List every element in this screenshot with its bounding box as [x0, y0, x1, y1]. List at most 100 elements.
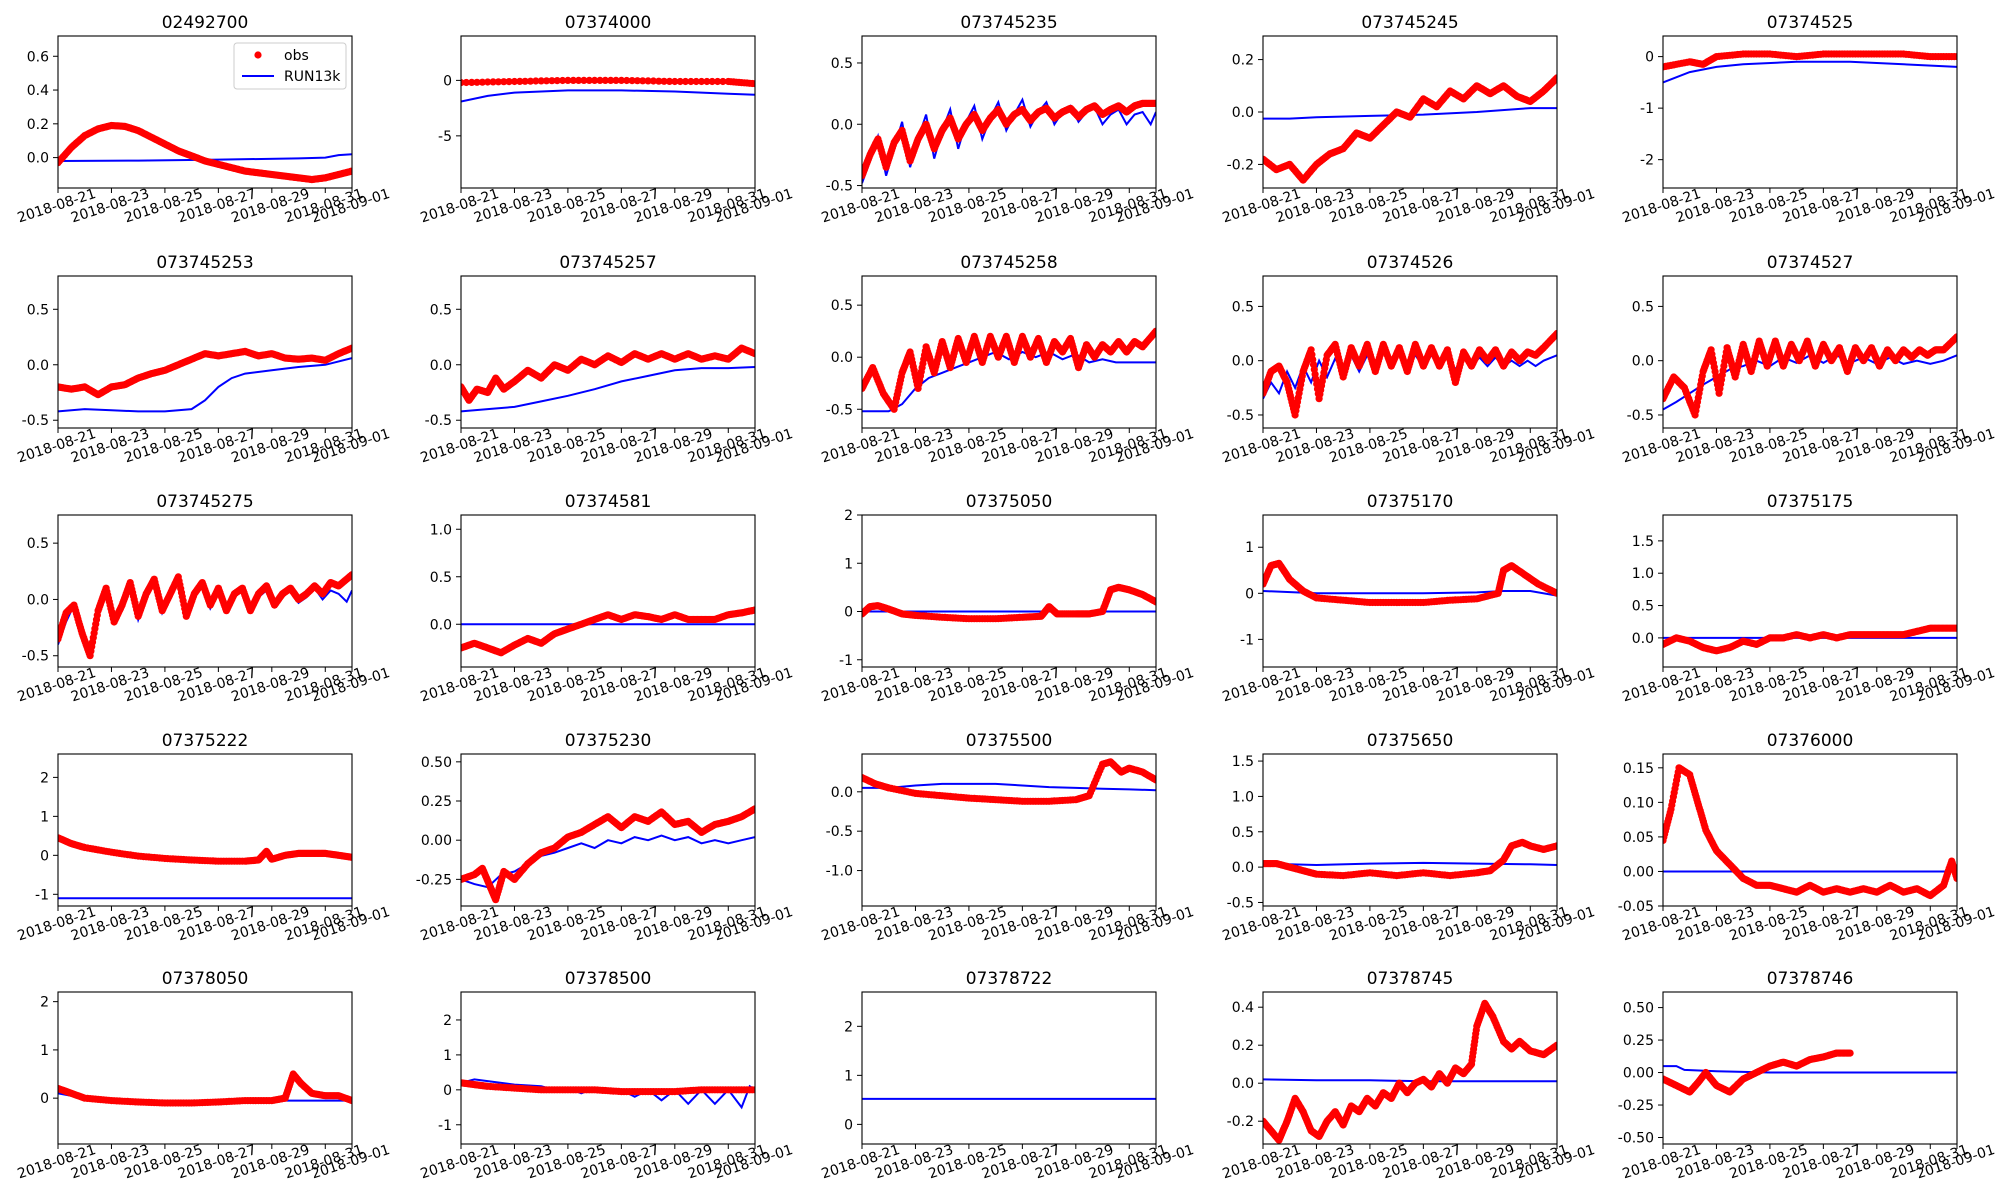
obs-point: [1553, 589, 1557, 597]
obs-point: [521, 77, 529, 85]
model-series-line: [862, 782, 1156, 792]
axes-frame: [57, 275, 353, 429]
obs-point: [708, 77, 716, 86]
obs-point: [719, 77, 727, 86]
panel-title: 07375050: [966, 492, 1053, 512]
obs-point: [505, 78, 513, 86]
y-tick-label: 0.0: [430, 358, 452, 374]
panel-title: 07374525: [1767, 13, 1854, 33]
obs-point: [644, 77, 652, 85]
model-series-line: [461, 366, 755, 413]
model-series-line: [1663, 60, 1957, 84]
axes-frame: [460, 514, 756, 668]
y-tick-label: 0.5: [430, 302, 452, 318]
subplot-07374527: 07374527-0.50.00.52018-08-212018-08-2320…: [1621, 253, 1997, 466]
axes-frame: [1262, 514, 1558, 668]
obs-point: [548, 77, 556, 85]
obs-series: [862, 99, 1156, 180]
y-tick-label: 0.0: [831, 785, 853, 801]
panel-title: 073745258: [960, 253, 1057, 273]
y-tick-label: 1: [1245, 540, 1254, 556]
y-tick-label: 0.5: [831, 56, 853, 72]
obs-point: [537, 77, 545, 85]
subplot-07376000: 07376000-0.050.000.050.100.152018-08-212…: [1618, 731, 1997, 944]
subplot-07374526: 07374526-0.50.00.52018-08-212018-08-2320…: [1221, 253, 1597, 466]
obs-point: [1152, 598, 1156, 606]
obs-series: [461, 76, 755, 88]
subplot-073745245: 073745245-0.20.00.22018-08-212018-08-232…: [1221, 13, 1597, 226]
panel-title: 073745257: [559, 253, 656, 273]
axes-frame: [460, 275, 756, 429]
obs-point: [575, 76, 583, 84]
panel-title: 07376000: [1767, 731, 1854, 751]
y-tick-label: 0.5: [27, 302, 49, 318]
y-tick-label: 0.0: [1232, 354, 1254, 370]
obs-point: [617, 76, 626, 84]
y-tick-label: 0.0: [1632, 354, 1654, 370]
y-tick-label: 1.0: [430, 522, 452, 538]
model-series-line: [1263, 590, 1557, 597]
obs-point: [510, 77, 519, 86]
y-tick-label: 0: [844, 605, 853, 621]
y-tick-label: -1: [839, 653, 853, 669]
obs-point: [665, 77, 674, 85]
model-series-line: [58, 357, 352, 413]
axes-frame: [861, 35, 1157, 189]
obs-point: [348, 571, 352, 579]
obs-point: [542, 77, 551, 85]
obs-point: [553, 77, 561, 85]
axes-frame: [57, 514, 353, 668]
panel-title: 07374527: [1767, 253, 1854, 273]
obs-point: [478, 78, 486, 86]
y-tick-label: 0.0: [27, 151, 49, 167]
y-tick-label: 0.00: [421, 833, 452, 849]
obs-series: [58, 344, 352, 399]
y-tick-label: 2: [40, 770, 49, 786]
y-tick-label: 2: [844, 508, 853, 524]
obs-point: [655, 77, 663, 85]
subplot-07375500: 07375500-1.0-0.50.02018-08-212018-08-232…: [820, 731, 1196, 944]
y-tick-label: 0: [1645, 50, 1654, 66]
subplot-073745258: 073745258-0.50.00.52018-08-212018-08-232…: [820, 253, 1196, 466]
panel-title: 073745235: [960, 13, 1057, 33]
obs-point: [751, 80, 755, 88]
obs-series: [1663, 333, 1957, 419]
panel-title: 07375500: [966, 731, 1053, 751]
y-tick-label: 1: [844, 556, 853, 572]
axes-frame: [460, 35, 756, 189]
obs-series: [461, 805, 755, 904]
obs-point: [660, 77, 668, 85]
y-tick-label: -0.5: [1227, 895, 1254, 911]
y-tick-label: 0.25: [421, 794, 452, 810]
obs-point: [751, 350, 755, 358]
y-tick-label: 1.5: [1632, 534, 1654, 550]
panel-title: 07374526: [1367, 253, 1454, 273]
y-tick-label: 0.2: [1232, 53, 1254, 69]
y-tick-label: 0.0: [1632, 631, 1654, 647]
y-tick-label: 0.0: [1232, 860, 1254, 876]
subplot-02492700: 024927000.00.20.40.62018-08-212018-08-23…: [16, 13, 392, 226]
legend-obs-marker: [254, 51, 262, 59]
model-series-line: [461, 834, 755, 889]
obs-point: [468, 78, 476, 86]
panel-title: 07374581: [565, 492, 652, 512]
subplot-073745253: 073745253-0.50.00.52018-08-212018-08-232…: [16, 253, 392, 466]
obs-point: [1953, 53, 1957, 61]
y-tick-label: 1.0: [1632, 566, 1654, 582]
obs-point: [1553, 74, 1557, 82]
subplot-07375650: 07375650-0.50.00.51.01.52018-08-212018-0…: [1221, 731, 1597, 944]
subplot-073745257: 073745257-0.50.00.52018-08-212018-08-232…: [419, 253, 795, 466]
subplot-07375175: 073751750.00.51.01.52018-08-212018-08-23…: [1621, 492, 1997, 705]
subplot-07374581: 073745810.00.51.02018-08-212018-08-23201…: [419, 492, 795, 705]
legend-box: [233, 42, 347, 90]
obs-point: [676, 77, 684, 86]
y-tick-label: 0.0: [430, 617, 452, 633]
y-tick-label: 0: [40, 848, 49, 864]
obs-point: [532, 77, 540, 85]
y-tick-label: 0.0: [831, 117, 853, 133]
obs-point: [697, 77, 706, 86]
panel-title: 07375170: [1367, 492, 1454, 512]
obs-series: [1263, 329, 1557, 419]
